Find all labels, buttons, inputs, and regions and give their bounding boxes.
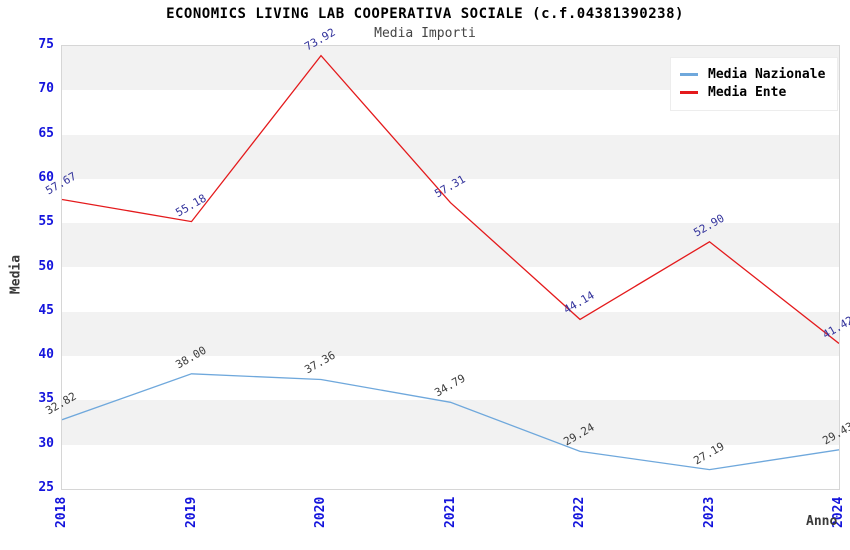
grid-band bbox=[62, 444, 839, 489]
grid-band bbox=[62, 267, 839, 312]
x-axis-title: Anno bbox=[806, 514, 838, 529]
y-tick-label: 30 bbox=[38, 435, 54, 451]
x-tick-label: 2023 bbox=[701, 496, 717, 528]
y-tick-label: 55 bbox=[38, 214, 54, 230]
y-tick-label: 60 bbox=[38, 169, 54, 185]
y-tick-label: 50 bbox=[38, 258, 54, 274]
media-nazionale-line-swatch-icon bbox=[680, 73, 698, 76]
x-tick-label: 2018 bbox=[54, 496, 69, 528]
line-series-canvas bbox=[62, 54, 839, 471]
x-tick-label: 2019 bbox=[183, 496, 199, 528]
y-tick-label: 70 bbox=[38, 81, 54, 97]
grid-band bbox=[62, 223, 839, 268]
grid-band bbox=[62, 356, 839, 401]
x-tick-label: 2021 bbox=[442, 496, 458, 528]
y-tick-label: 65 bbox=[38, 125, 54, 141]
grid-band bbox=[62, 134, 839, 179]
legend-item-media-nazionale: Media Nazionale bbox=[680, 67, 825, 82]
y-tick-label: 40 bbox=[38, 347, 54, 363]
series-line-media-nazionale bbox=[62, 373, 839, 471]
y-tick-label: 25 bbox=[38, 480, 54, 495]
legend-label-media-ente: Media Ente bbox=[708, 85, 787, 100]
series-line-media-ente bbox=[62, 54, 839, 345]
grid-band bbox=[62, 178, 839, 224]
chart-title: ECONOMICS LIVING LAB COOPERATIVA SOCIALE… bbox=[166, 6, 684, 22]
chart-subtitle: Media Importi bbox=[374, 26, 476, 41]
media-ente-line-swatch-icon bbox=[680, 91, 698, 94]
legend: Media Nazionale Media Ente bbox=[670, 57, 839, 111]
x-tick-label: 2020 bbox=[313, 496, 328, 528]
legend-label-media-nazionale: Media Nazionale bbox=[708, 67, 826, 82]
x-tick-label: 2022 bbox=[572, 496, 587, 528]
y-tick-label: 75 bbox=[38, 37, 54, 52]
plot-area bbox=[61, 45, 840, 490]
grid-band bbox=[62, 400, 839, 445]
y-axis-title: Media bbox=[8, 254, 24, 295]
y-tick-label: 45 bbox=[38, 302, 54, 318]
y-tick-label: 35 bbox=[38, 391, 54, 407]
legend-item-media-ente: Media Ente bbox=[680, 85, 825, 100]
grid-band bbox=[62, 311, 839, 357]
